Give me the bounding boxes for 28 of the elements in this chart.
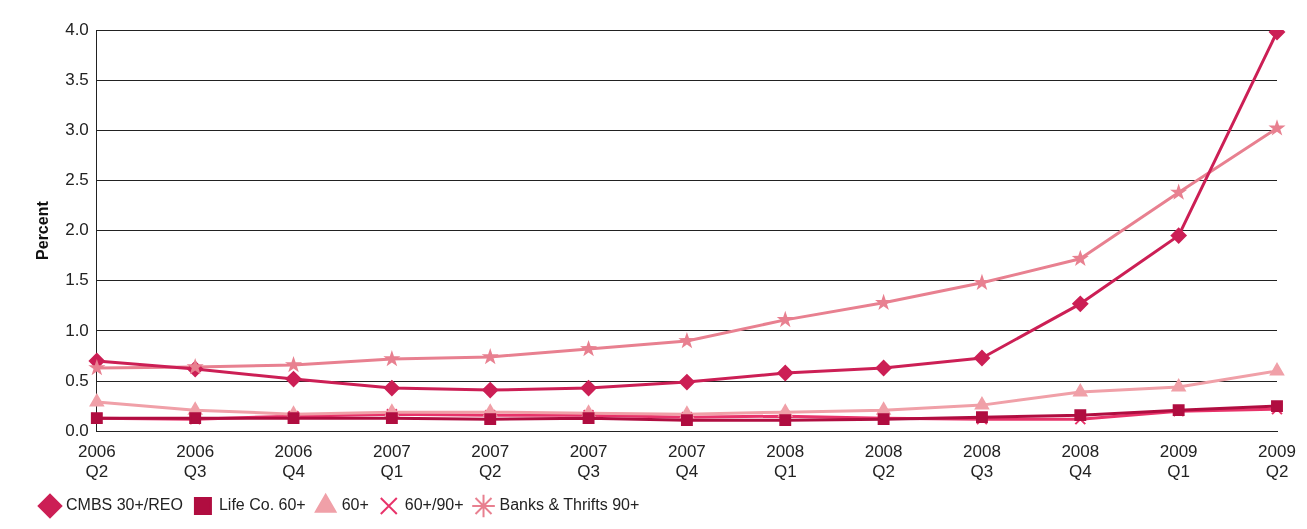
x-tick-label: 2007 Q3 — [569, 442, 608, 482]
x-tick-label: 2007 Q2 — [471, 442, 510, 482]
x-tick-label: 2006 Q3 — [176, 442, 215, 482]
y-axis-title: Percent — [34, 200, 52, 260]
x-tick-label: 2009 Q1 — [1159, 442, 1198, 482]
x-tick-label: 2008 Q4 — [1061, 442, 1100, 482]
y-tick-label: 2.5 — [65, 170, 89, 190]
y-tick-label: 1.5 — [65, 270, 89, 290]
x-tick-label: 2006 Q2 — [77, 442, 116, 482]
x-tick-label: 2008 Q1 — [766, 442, 805, 482]
y-tick-label: 4.0 — [65, 19, 89, 39]
legend-label: 60+/90+ — [404, 496, 464, 514]
y-tick-label: 3.5 — [65, 69, 89, 89]
legend-label: Life Co. 60+ — [218, 496, 306, 514]
legend-label: 60+ — [341, 496, 369, 514]
y-tick-label: 2.0 — [65, 220, 89, 240]
x-tick-label: 2009 Q2 — [1258, 442, 1296, 482]
x-tick-label: 2006 Q4 — [274, 442, 313, 482]
x-tick-label: 2007 Q1 — [372, 442, 411, 482]
legend-label: Banks & Thrifts 90+ — [499, 496, 640, 514]
y-tick-label: 1.0 — [65, 320, 89, 340]
x-tick-label: 2007 Q4 — [668, 442, 706, 482]
y-tick-label: 3.0 — [65, 119, 89, 139]
y-tick-label: 0.5 — [65, 370, 89, 390]
x-tick-label: 2008 Q2 — [864, 442, 903, 482]
legend-label: CMBS 30+/REO — [66, 496, 183, 514]
y-tick-label: 0.0 — [65, 420, 89, 440]
x-tick-label: 2008 Q3 — [963, 442, 1001, 482]
